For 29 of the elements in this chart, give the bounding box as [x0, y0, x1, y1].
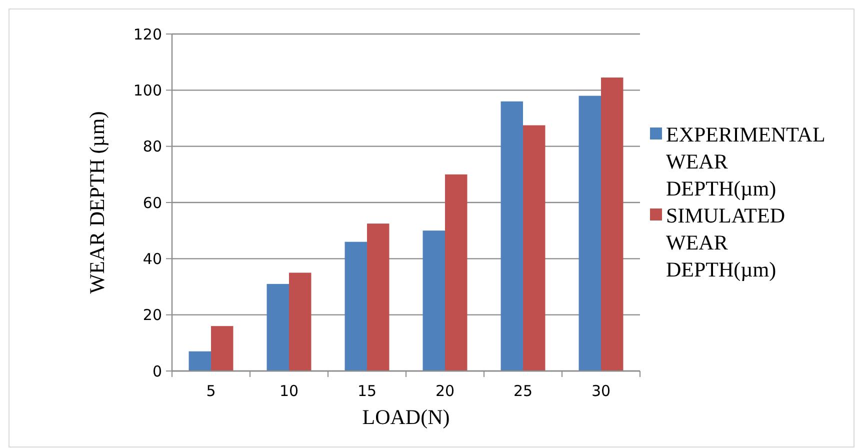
bar	[500, 101, 523, 371]
x-tick-label: 15	[357, 382, 377, 400]
y-tick-label: 20	[142, 306, 162, 324]
x-tick-label: 10	[279, 382, 299, 400]
x-tick-label: 20	[435, 382, 455, 400]
x-axis-title: LOAD(N)	[362, 405, 450, 429]
y-axis-title: WEAR DEPTH (µm)	[85, 111, 109, 294]
bar	[422, 230, 445, 371]
bar	[578, 96, 601, 371]
y-tick-label: 0	[152, 362, 162, 380]
legend-label: EXPERIMENTAL WEAR DEPTH(µm)	[666, 122, 826, 200]
x-tick-label: 25	[513, 382, 533, 400]
bar	[523, 125, 546, 371]
bar	[188, 351, 211, 371]
y-tick-label: 60	[142, 194, 162, 212]
bar	[601, 78, 624, 371]
x-tick-label: 30	[591, 382, 611, 400]
legend-label: SIMULATED WEAR DEPTH(µm)	[666, 204, 785, 282]
y-tick-label: 40	[142, 250, 162, 268]
bar	[289, 272, 312, 371]
x-tick-label: 5	[206, 382, 216, 400]
bar	[266, 284, 289, 371]
y-tick-label: 80	[142, 138, 162, 156]
bar	[211, 326, 234, 371]
bar	[344, 242, 367, 371]
y-tick-label: 120	[133, 25, 162, 44]
y-tick-label: 100	[133, 81, 162, 100]
bar	[367, 224, 390, 371]
bar	[445, 174, 468, 371]
